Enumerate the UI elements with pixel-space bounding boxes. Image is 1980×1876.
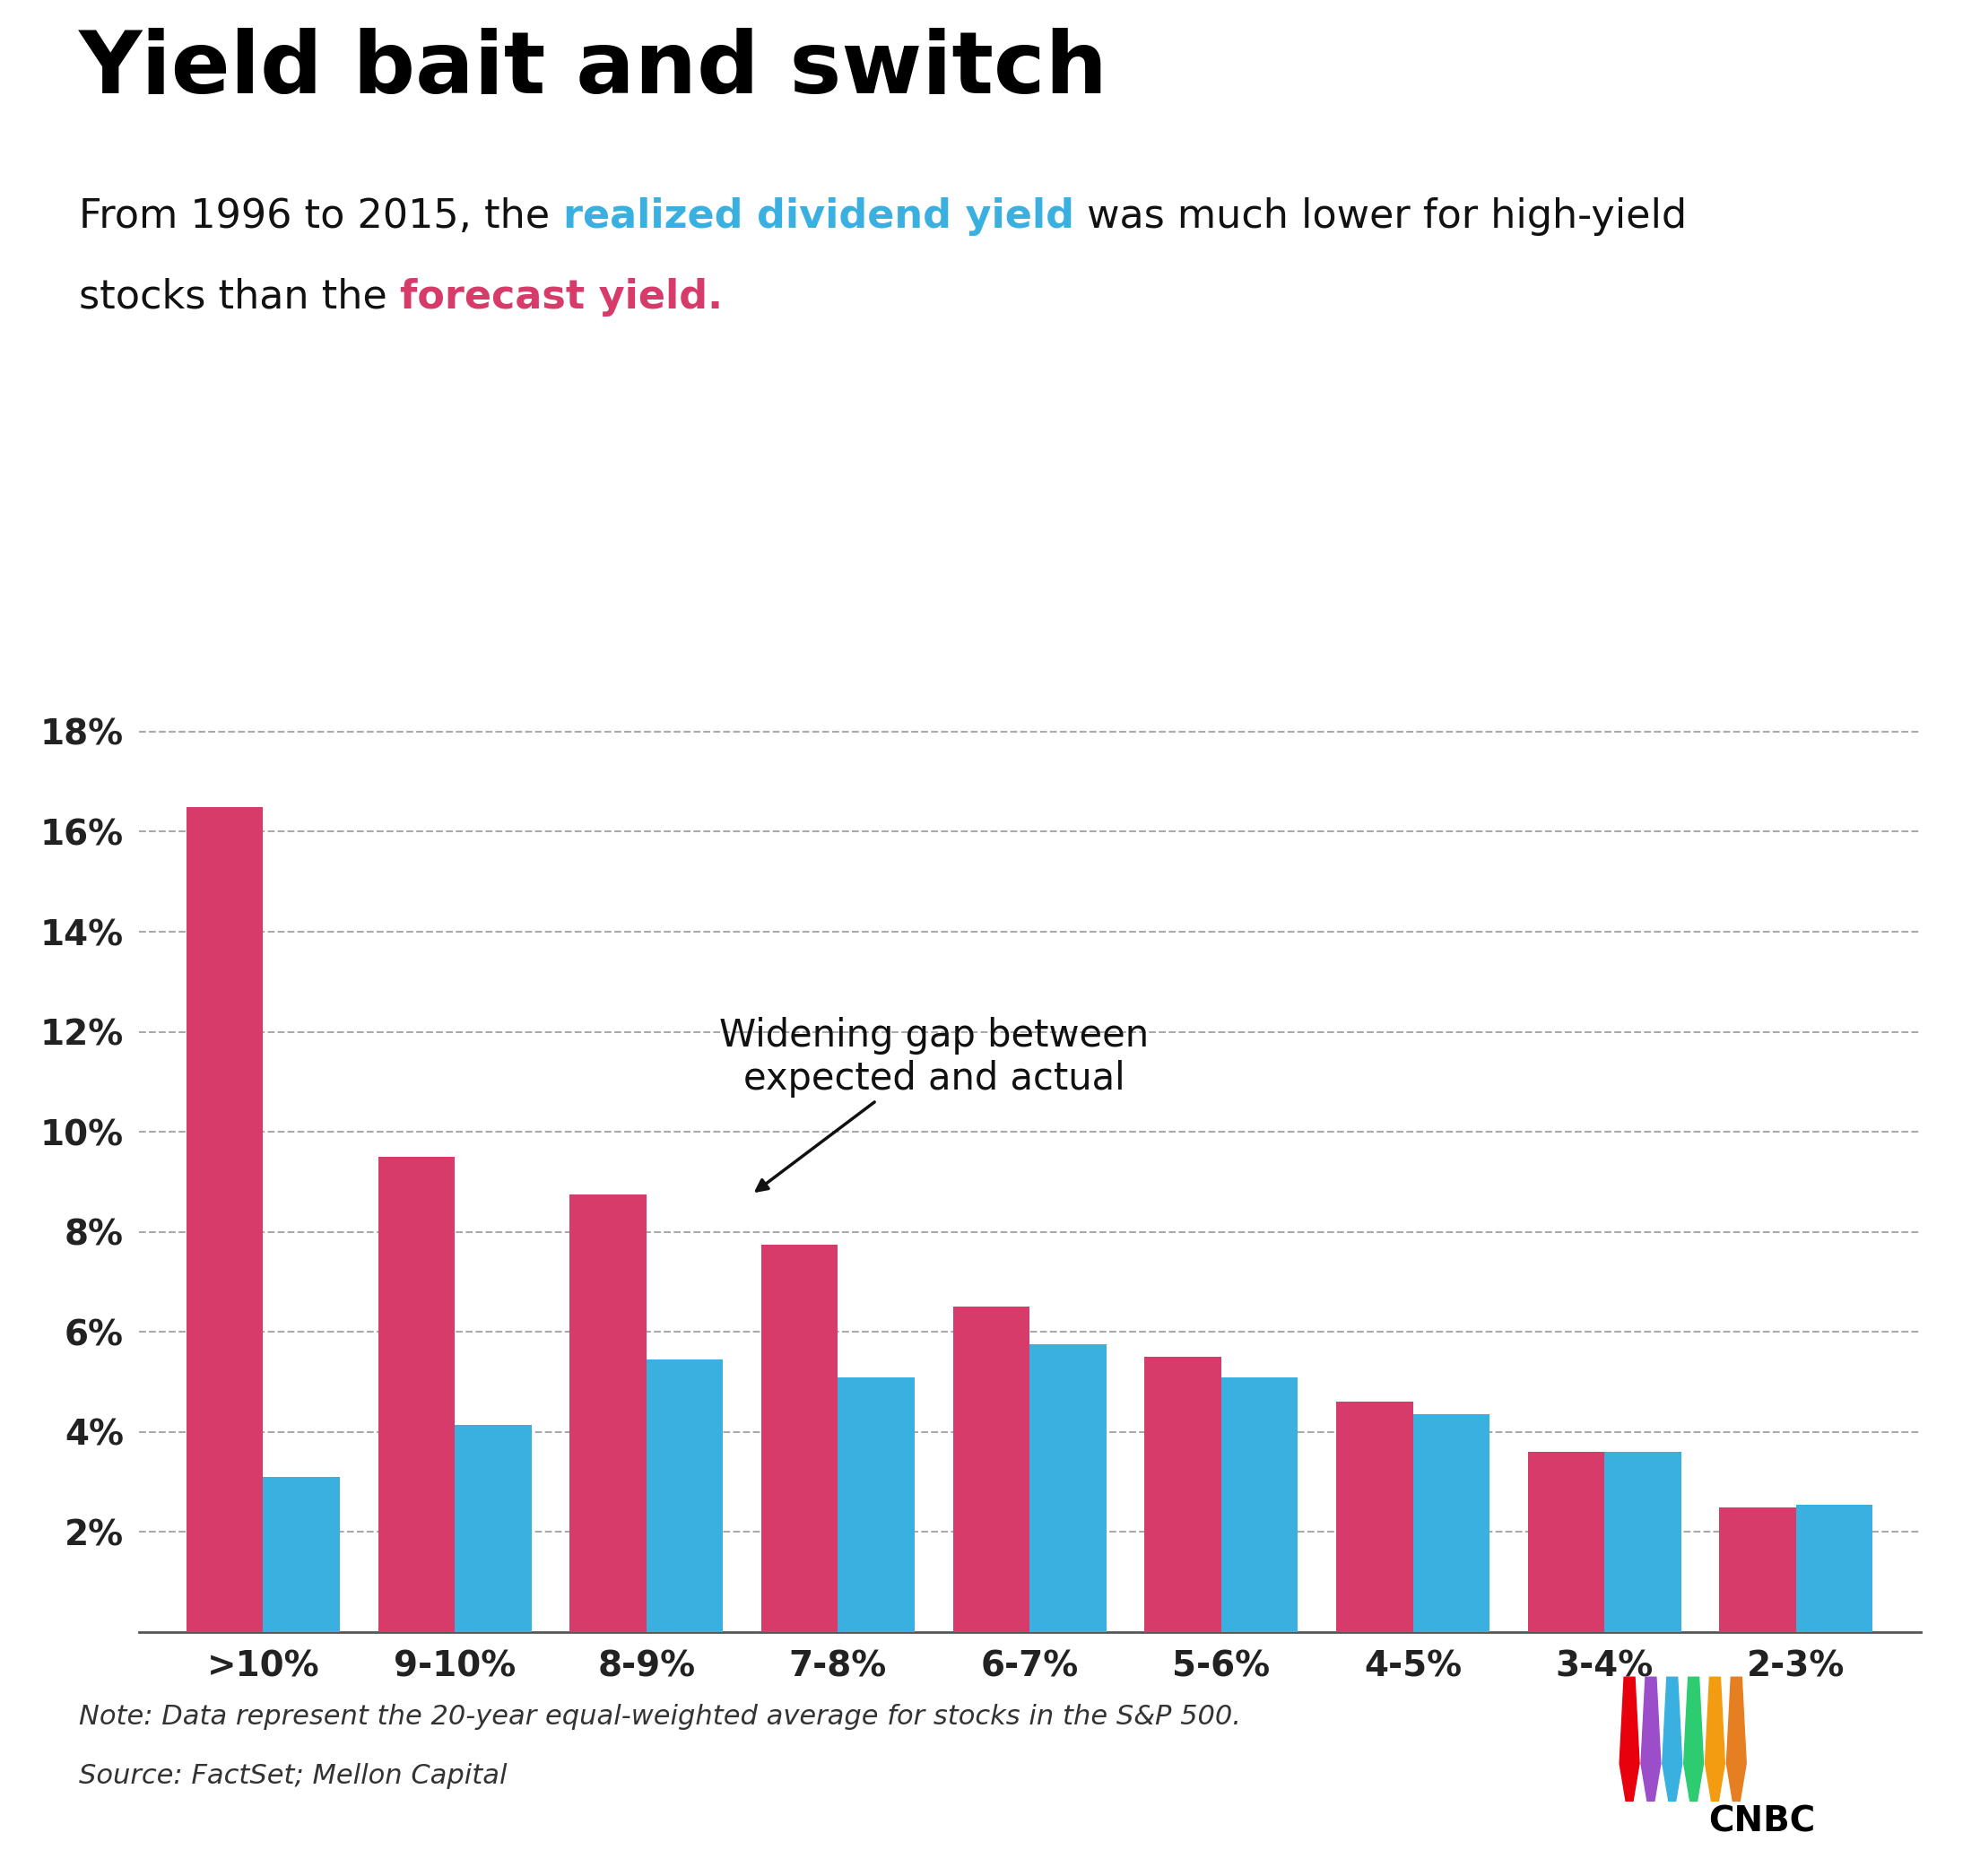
Bar (570, 1195, 645, 1632)
Polygon shape (1727, 1677, 1746, 1763)
Text: CNBC: CNBC (1709, 1805, 1816, 1838)
Bar (1222, 1377, 1297, 1632)
Bar (455, 1424, 531, 1632)
Polygon shape (1663, 1763, 1683, 1801)
Text: From 1996 to 2015, the: From 1996 to 2015, the (79, 197, 562, 236)
Bar (762, 1244, 838, 1632)
Polygon shape (1705, 1763, 1725, 1801)
Polygon shape (1705, 1677, 1725, 1763)
Bar (838, 1377, 915, 1632)
Bar (1030, 1345, 1107, 1632)
Bar (645, 1360, 723, 1632)
Bar (378, 1157, 455, 1632)
Polygon shape (1663, 1677, 1683, 1763)
Polygon shape (1620, 1677, 1639, 1763)
Bar (263, 1476, 341, 1632)
Text: Widening gap between
expected and actual: Widening gap between expected and actual (719, 1017, 1148, 1191)
Text: Yield bait and switch: Yield bait and switch (79, 28, 1109, 111)
Text: forecast yield.: forecast yield. (400, 278, 723, 317)
Bar (1604, 1452, 1681, 1632)
Bar (1144, 1356, 1222, 1632)
Text: was much lower for high-yield: was much lower for high-yield (1073, 197, 1687, 236)
Bar (1336, 1401, 1414, 1632)
Polygon shape (1641, 1677, 1661, 1763)
Polygon shape (1620, 1763, 1639, 1801)
Bar (1796, 1505, 1873, 1632)
Text: Source: FactSet; Mellon Capital: Source: FactSet; Mellon Capital (79, 1763, 507, 1790)
Bar (952, 1308, 1030, 1632)
Text: Note: Data represent the 20-year equal-weighted average for stocks in the S&P 50: Note: Data represent the 20-year equal-w… (79, 1703, 1241, 1730)
Text: realized dividend yield: realized dividend yield (562, 197, 1073, 236)
Bar (186, 807, 263, 1632)
Polygon shape (1683, 1763, 1703, 1801)
Polygon shape (1683, 1677, 1703, 1763)
Text: stocks than the: stocks than the (79, 278, 400, 317)
Polygon shape (1641, 1763, 1661, 1801)
Bar (1414, 1415, 1489, 1632)
Bar (1719, 1506, 1796, 1632)
Polygon shape (1727, 1763, 1746, 1801)
Bar (1529, 1452, 1604, 1632)
